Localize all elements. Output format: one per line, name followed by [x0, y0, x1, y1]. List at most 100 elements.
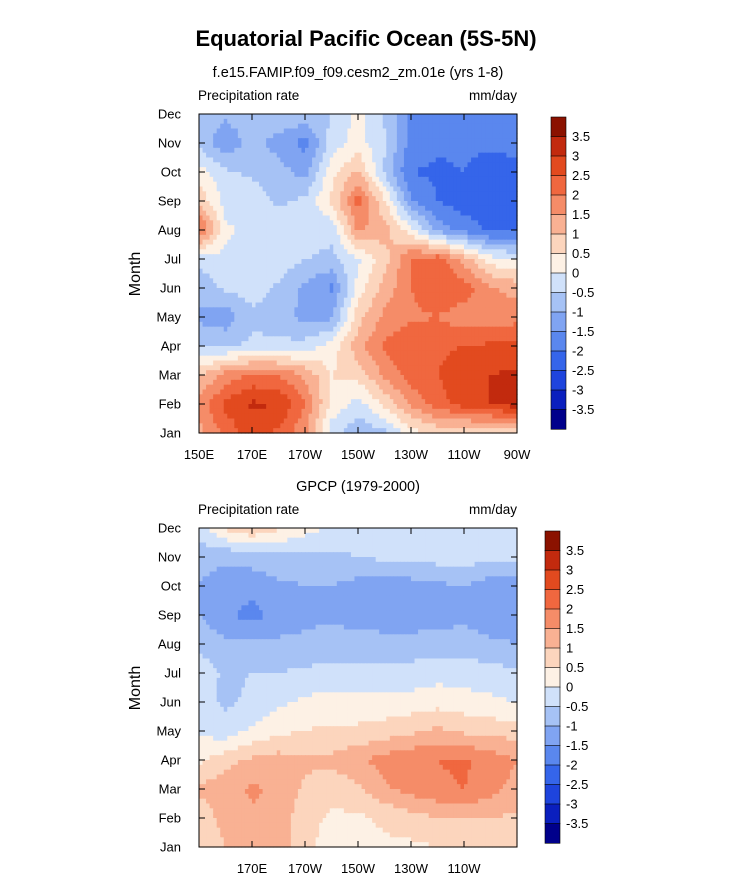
heatmap-cell	[372, 273, 377, 279]
heatmap-cell	[418, 152, 423, 159]
heatmap-cell	[379, 375, 384, 381]
heatmap-cell	[389, 259, 394, 265]
heatmap-cell	[244, 225, 250, 231]
heatmap-cell	[382, 292, 387, 299]
heatmap-cell	[287, 167, 292, 173]
heatmap-cell	[350, 365, 356, 371]
heatmap-cell	[358, 138, 363, 144]
heatmap-cell	[393, 220, 398, 226]
heatmap-cell	[439, 176, 444, 183]
heatmap-cell	[375, 143, 380, 149]
heatmap-cell	[375, 133, 380, 139]
heatmap-cell	[502, 167, 507, 173]
heatmap-cell	[361, 172, 366, 178]
heatmap-cell	[276, 379, 281, 386]
heatmap-cell	[315, 225, 320, 231]
heatmap-cell	[411, 162, 416, 168]
heatmap-cell	[418, 196, 423, 202]
heatmap-cell	[485, 297, 490, 304]
heatmap-cell	[294, 346, 299, 352]
heatmap-cell	[389, 133, 394, 139]
heatmap-cell	[336, 181, 341, 188]
heatmap-cell	[403, 133, 409, 139]
heatmap-cell	[297, 152, 303, 159]
heatmap-cell	[216, 370, 221, 376]
heatmap-cell	[361, 278, 366, 284]
heatmap-cell	[343, 123, 348, 130]
heatmap-cell	[333, 292, 338, 299]
heatmap-cell	[464, 321, 469, 328]
heatmap-cell	[439, 244, 444, 250]
heatmap-cell	[343, 317, 348, 323]
heatmap-cell	[439, 133, 444, 139]
heatmap-cell	[361, 225, 366, 231]
heatmap-cell	[467, 244, 472, 250]
heatmap-cell	[301, 292, 306, 299]
heatmap-cell	[446, 278, 451, 284]
heatmap-cell	[446, 201, 451, 207]
heatmap-cell	[262, 336, 267, 342]
heatmap-cell	[467, 307, 472, 313]
heatmap-cell	[283, 114, 288, 120]
heatmap-cell	[259, 346, 264, 352]
heatmap-cell	[464, 157, 469, 163]
heatmap-cell	[485, 191, 490, 197]
heatmap-cell	[244, 254, 250, 260]
heatmap-cell	[481, 302, 486, 308]
heatmap-cell	[305, 331, 310, 337]
heatmap-cell	[478, 263, 483, 270]
heatmap-cell	[347, 244, 352, 250]
heatmap-cell	[432, 230, 437, 236]
heatmap-cell	[343, 268, 348, 275]
heatmap-cell	[478, 234, 483, 241]
heatmap-cell	[375, 346, 380, 352]
heatmap-cell	[449, 205, 454, 212]
heatmap-cell	[354, 331, 359, 337]
heatmap-cell	[421, 346, 426, 352]
heatmap-cell	[290, 297, 295, 304]
heatmap-cell	[248, 317, 253, 323]
heatmap-cell	[333, 162, 338, 168]
heatmap-cell	[449, 201, 454, 207]
heatmap-cell	[407, 312, 412, 318]
heatmap-cell	[308, 321, 313, 328]
heatmap-cell	[453, 210, 458, 217]
heatmap-cell	[216, 167, 221, 173]
heatmap-cell	[252, 196, 257, 202]
heatmap-cell	[350, 225, 356, 231]
heatmap-cell	[209, 210, 214, 217]
heatmap-cell	[287, 172, 292, 178]
heatmap-cell	[199, 176, 204, 183]
heatmap-cell	[294, 220, 299, 226]
heatmap-cell	[400, 278, 405, 284]
heatmap-cell	[467, 350, 472, 357]
heatmap-cell	[460, 273, 465, 279]
heatmap-cell	[343, 167, 348, 173]
heatmap-cell	[471, 128, 476, 134]
heatmap-cell	[358, 205, 363, 212]
heatmap-cell	[499, 172, 504, 178]
heatmap-cell	[209, 181, 214, 188]
heatmap-cell	[499, 191, 504, 197]
heatmap-cell	[312, 297, 317, 304]
heatmap-cell	[467, 152, 472, 159]
heatmap-cell	[202, 128, 207, 134]
heatmap-cell	[365, 201, 370, 207]
heatmap-cell	[403, 118, 409, 125]
heatmap-cell	[262, 370, 267, 376]
heatmap-cell	[259, 259, 264, 265]
heatmap-cell	[209, 205, 214, 212]
heatmap-cell	[439, 375, 444, 381]
heatmap-cell	[439, 331, 444, 337]
heatmap-cell	[495, 196, 500, 202]
heatmap-cell	[361, 201, 366, 207]
heatmap-cell	[326, 379, 331, 386]
heatmap-cell	[432, 152, 437, 159]
heatmap-cell	[368, 114, 373, 120]
heatmap-cell	[199, 143, 204, 149]
heatmap-cell	[336, 143, 341, 149]
heatmap-cell	[206, 167, 211, 173]
heatmap-cell	[230, 143, 235, 149]
heatmap-cell	[315, 375, 320, 381]
heatmap-cell	[481, 138, 486, 144]
